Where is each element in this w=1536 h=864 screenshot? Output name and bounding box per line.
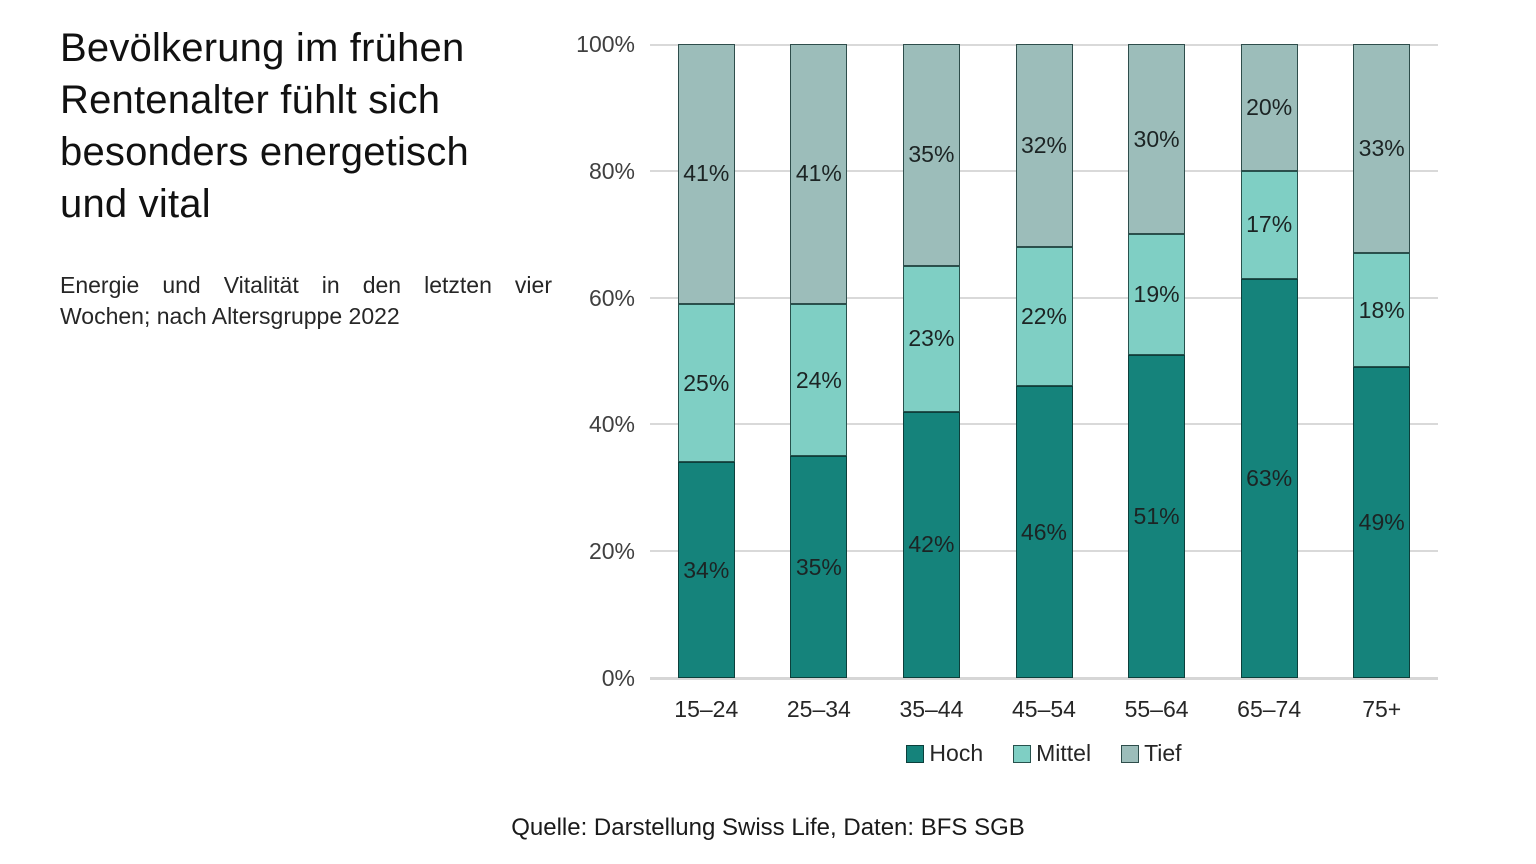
- bar-segment-tief: 33%: [1353, 44, 1411, 254]
- segment-value-label: 24%: [795, 366, 842, 393]
- segment-value-label: 25%: [683, 369, 730, 396]
- legend-swatch-icon: [1013, 744, 1032, 763]
- segment-value-label: 22%: [1020, 303, 1068, 330]
- x-tick-label: 55–64: [1124, 696, 1189, 722]
- x-tick-label: 45–54: [1012, 696, 1076, 722]
- segment-value-label: 23%: [908, 325, 955, 352]
- segment-value-label: 46%: [1020, 518, 1068, 545]
- subtitle-line: Energie und Vitalität in den letzten vie…: [60, 272, 552, 298]
- bar-segment-mittel: 17%: [1240, 170, 1298, 279]
- segment-value-label: 34%: [683, 556, 730, 583]
- page-title: Bevölkerung im frühen Rentenalter fühlt …: [60, 22, 560, 230]
- bar-segment-hoch: 51%: [1128, 354, 1186, 678]
- bar-75+: 49% 18% 33%: [1353, 44, 1411, 678]
- bar-65–74: 63% 17% 20%: [1240, 44, 1298, 678]
- bar-segment-hoch: 34%: [677, 462, 735, 678]
- bar-segment-mittel: 22%: [1015, 246, 1073, 387]
- segment-value-label: 35%: [908, 141, 955, 168]
- title-line: Rentenalter fühlt sich: [60, 78, 441, 122]
- plot-area: Hoch Mittel Tief 34% 25% 41% 15–24 35% 24% 41% 25…: [650, 44, 1438, 766]
- bar-segment-mittel: 19%: [1128, 234, 1186, 355]
- y-axis: 0% 20% 40% 60% 80% 100%: [520, 31, 635, 691]
- legend-item-mittel: Mittel: [1013, 740, 1091, 767]
- legend-label: Mittel: [1036, 740, 1092, 766]
- segment-value-label: 17%: [1246, 211, 1293, 238]
- bar-segment-mittel: 25%: [677, 303, 735, 463]
- segment-value-label: 41%: [683, 160, 730, 187]
- segment-value-label: 49%: [1358, 509, 1405, 536]
- bar-25–34: 35% 24% 41%: [790, 44, 848, 678]
- bar-segment-hoch: 35%: [790, 456, 848, 678]
- bar-segment-mittel: 18%: [1353, 253, 1411, 368]
- y-tick-label: 80%: [588, 157, 635, 184]
- bar-segment-tief: 32%: [1015, 44, 1073, 247]
- title-line: besonders energetisch: [60, 130, 469, 174]
- segment-value-label: 33%: [1358, 135, 1405, 162]
- legend-item-hoch: Hoch: [906, 740, 983, 767]
- bar-15–24: 34% 25% 41%: [677, 44, 735, 678]
- source-note: Quelle: Darstellung Swiss Life, Daten: B…: [511, 814, 1025, 841]
- segment-value-label: 35%: [795, 553, 842, 580]
- y-tick-label: 40%: [588, 411, 635, 438]
- subtitle-line: Wochen; nach Altersgruppe 2022: [60, 303, 400, 329]
- y-tick-label: 0%: [601, 665, 635, 691]
- segment-value-label: 63%: [1246, 464, 1293, 491]
- bar-segment-mittel: 24%: [790, 303, 848, 457]
- legend-label: Hoch: [929, 740, 984, 766]
- x-tick-label: 25–34: [786, 696, 851, 722]
- bar-segment-tief: 41%: [790, 44, 848, 304]
- legend-swatch-icon: [906, 744, 925, 763]
- bar-segment-tief: 20%: [1240, 44, 1298, 171]
- bar-segment-hoch: 46%: [1015, 386, 1073, 678]
- x-tick-label: 65–74: [1237, 696, 1302, 722]
- bar-segment-tief: 41%: [677, 44, 735, 304]
- y-tick-label: 100%: [576, 31, 635, 57]
- y-tick-label: 60%: [588, 284, 635, 311]
- segment-value-label: 18%: [1358, 296, 1405, 323]
- x-tick-label: 15–24: [674, 696, 739, 722]
- bar-segment-tief: 35%: [902, 44, 960, 266]
- segment-value-label: 41%: [795, 160, 842, 187]
- chart-subtitle: Energie und Vitalität in den letzten vie…: [60, 270, 552, 332]
- x-tick-label: 75+: [1362, 696, 1402, 722]
- segment-value-label: 32%: [1020, 131, 1068, 158]
- chart-legend: Hoch Mittel Tief: [650, 740, 1438, 767]
- bar-45–54: 46% 22% 32%: [1015, 44, 1073, 678]
- legend-label: Tief: [1144, 740, 1182, 766]
- segment-value-label: 19%: [1133, 280, 1180, 307]
- bar-segment-mittel: 23%: [902, 265, 960, 412]
- segment-value-label: 51%: [1133, 502, 1180, 529]
- title-line: Bevölkerung im frühen: [60, 26, 465, 70]
- segment-value-label: 30%: [1133, 125, 1180, 152]
- bar-35–44: 42% 23% 35%: [902, 44, 960, 678]
- gridline: [650, 677, 1438, 680]
- bar-55–64: 51% 19% 30%: [1128, 44, 1186, 678]
- x-tick-label: 35–44: [899, 696, 964, 722]
- segment-value-label: 20%: [1246, 93, 1293, 120]
- legend-swatch-icon: [1121, 744, 1140, 763]
- bar-segment-hoch: 49%: [1353, 367, 1411, 678]
- legend-item-tief: Tief: [1121, 740, 1182, 767]
- bar-segment-tief: 30%: [1128, 44, 1186, 235]
- title-line: und vital: [60, 182, 211, 226]
- bar-segment-hoch: 63%: [1240, 278, 1298, 678]
- segment-value-label: 42%: [908, 531, 955, 558]
- y-tick-label: 20%: [588, 538, 635, 565]
- bar-segment-hoch: 42%: [902, 411, 960, 678]
